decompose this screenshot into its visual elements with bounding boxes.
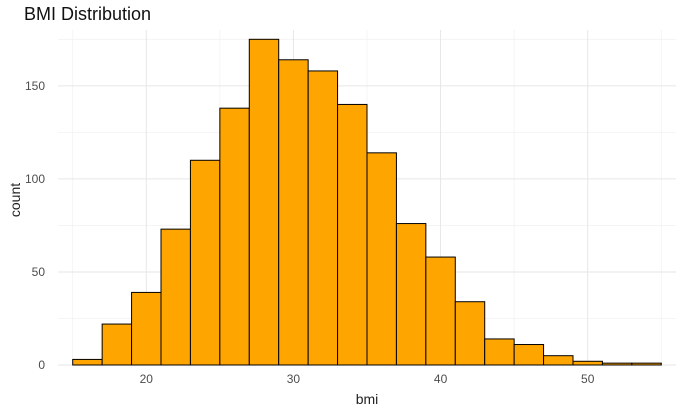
histogram-bar — [248, 38, 280, 366]
x-tick-label: 50 — [581, 372, 595, 386]
histogram-bar — [219, 107, 250, 366]
y-tick-label: 50 — [32, 265, 46, 279]
y-tick-label: 0 — [38, 358, 45, 372]
chart-title: BMI Distribution — [24, 4, 152, 24]
x-axis-label: bmi — [356, 391, 379, 407]
histogram-bar — [572, 360, 603, 366]
histogram-bar — [631, 362, 662, 366]
histogram-bar — [131, 291, 162, 366]
histogram-bar — [601, 362, 633, 366]
histogram-bar — [543, 355, 574, 366]
histogram-bar — [484, 338, 515, 366]
histogram-bar — [337, 103, 368, 366]
histogram-bar — [366, 152, 397, 366]
histogram-bar — [395, 223, 427, 366]
x-axis-ticks: 20 30 40 50 — [140, 372, 595, 386]
histogram-bars — [72, 38, 662, 366]
histogram-bar — [307, 70, 339, 366]
x-tick-label: 30 — [287, 372, 301, 386]
y-axis-ticks: 0 50 100 150 — [25, 79, 45, 372]
x-tick-label: 20 — [140, 372, 154, 386]
histogram-bar — [189, 159, 221, 366]
histogram-bar — [278, 59, 309, 366]
y-tick-label: 100 — [25, 172, 45, 186]
y-tick-label: 150 — [25, 79, 45, 93]
histogram-bar — [101, 323, 133, 366]
y-axis-label: count — [7, 183, 23, 217]
x-tick-label: 40 — [434, 372, 448, 386]
histogram-bar — [425, 256, 456, 366]
histogram-bar — [160, 228, 191, 366]
histogram-bar — [72, 358, 103, 366]
histogram-bar — [513, 344, 545, 366]
histogram-bar — [454, 301, 486, 366]
